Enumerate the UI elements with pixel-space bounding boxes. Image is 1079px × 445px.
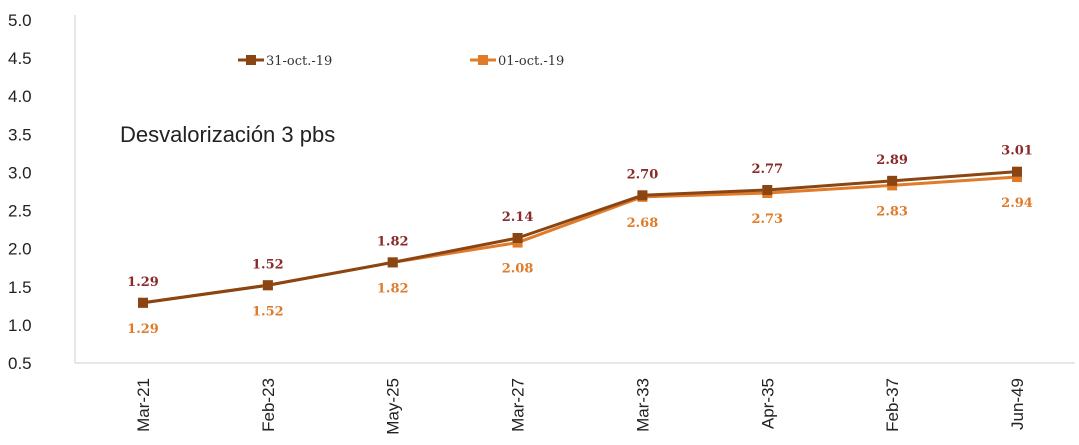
data-label: 2.14: [502, 210, 534, 225]
series-markers: [138, 166, 1022, 308]
legend-marker: [246, 55, 256, 65]
x-tick-label: Mar-21: [134, 378, 153, 432]
data-label: 2.68: [627, 216, 659, 231]
data-label: 2.83: [876, 204, 908, 219]
y-tick-label: 3.0: [8, 163, 32, 182]
data-point-marker: [762, 184, 773, 195]
data-label: 3.01: [1001, 144, 1033, 159]
data-label: 1.82: [377, 281, 409, 296]
data-label: 1.52: [252, 257, 284, 272]
y-tick-label: 1.5: [8, 278, 32, 297]
y-axis-ticks: 0.5 1.0 1.5 2.0 2.5 3.0 3.5 4.0 4.5 5.0: [8, 11, 32, 373]
data-label: 2.73: [751, 212, 783, 227]
data-point-marker: [512, 232, 523, 243]
legend-marker: [478, 55, 488, 65]
data-label: 1.52: [252, 304, 284, 319]
y-tick-label: 1.0: [8, 316, 32, 335]
series-lines: [142, 170, 1018, 305]
legend-label: 31-oct.-19: [266, 54, 332, 69]
chart-annotation: Desvalorización 3 pbs: [120, 122, 335, 147]
data-point-marker: [262, 280, 273, 291]
y-tick-label: 5.0: [8, 11, 32, 30]
data-point-marker: [387, 257, 398, 268]
y-tick-label: 2.0: [8, 240, 32, 259]
data-label: 2.77: [751, 162, 783, 177]
data-label: 2.89: [876, 153, 908, 168]
legend-label: 01-oct.-19: [498, 54, 564, 69]
x-tick-label: Mar-27: [509, 378, 528, 432]
data-label: 2.70: [627, 167, 659, 182]
y-tick-label: 4.0: [8, 87, 32, 106]
x-tick-label: Jun-49: [1008, 378, 1027, 430]
x-tick-label: Mar-33: [633, 378, 652, 432]
y-tick-label: 4.5: [8, 49, 32, 68]
data-label: 1.82: [377, 234, 409, 249]
data-label: 2.94: [1001, 196, 1033, 211]
data-point-marker: [637, 190, 648, 201]
x-tick-label: May-25: [384, 378, 403, 435]
y-tick-label: 3.5: [8, 125, 32, 144]
y-tick-label: 0.5: [8, 354, 32, 373]
x-tick-label: Feb-23: [259, 378, 278, 432]
y-tick-label: 2.5: [8, 202, 32, 221]
data-label: 2.08: [502, 262, 534, 277]
x-axis-ticks: Mar-21 Feb-23 May-25 Mar-27 Mar-33 Apr-35 Feb-…: [134, 378, 1027, 435]
data-point-marker: [1012, 172, 1022, 183]
data-label: 1.29: [127, 275, 159, 290]
x-tick-label: Feb-37: [883, 378, 902, 432]
x-tick-label: Apr-35: [758, 378, 777, 429]
data-label: 1.29: [127, 322, 159, 337]
data-labels: 1.29 1.52 1.82 2.14 2.70 2.77 2.89 3.01 1.29 1.52…: [127, 144, 1033, 337]
data-point-marker: [1012, 166, 1022, 177]
chart-legend: 31-oct.-19 01-oct.-19: [238, 54, 564, 69]
data-point-marker: [887, 175, 898, 186]
data-point-marker: [138, 297, 148, 308]
series-line: [142, 170, 1018, 305]
